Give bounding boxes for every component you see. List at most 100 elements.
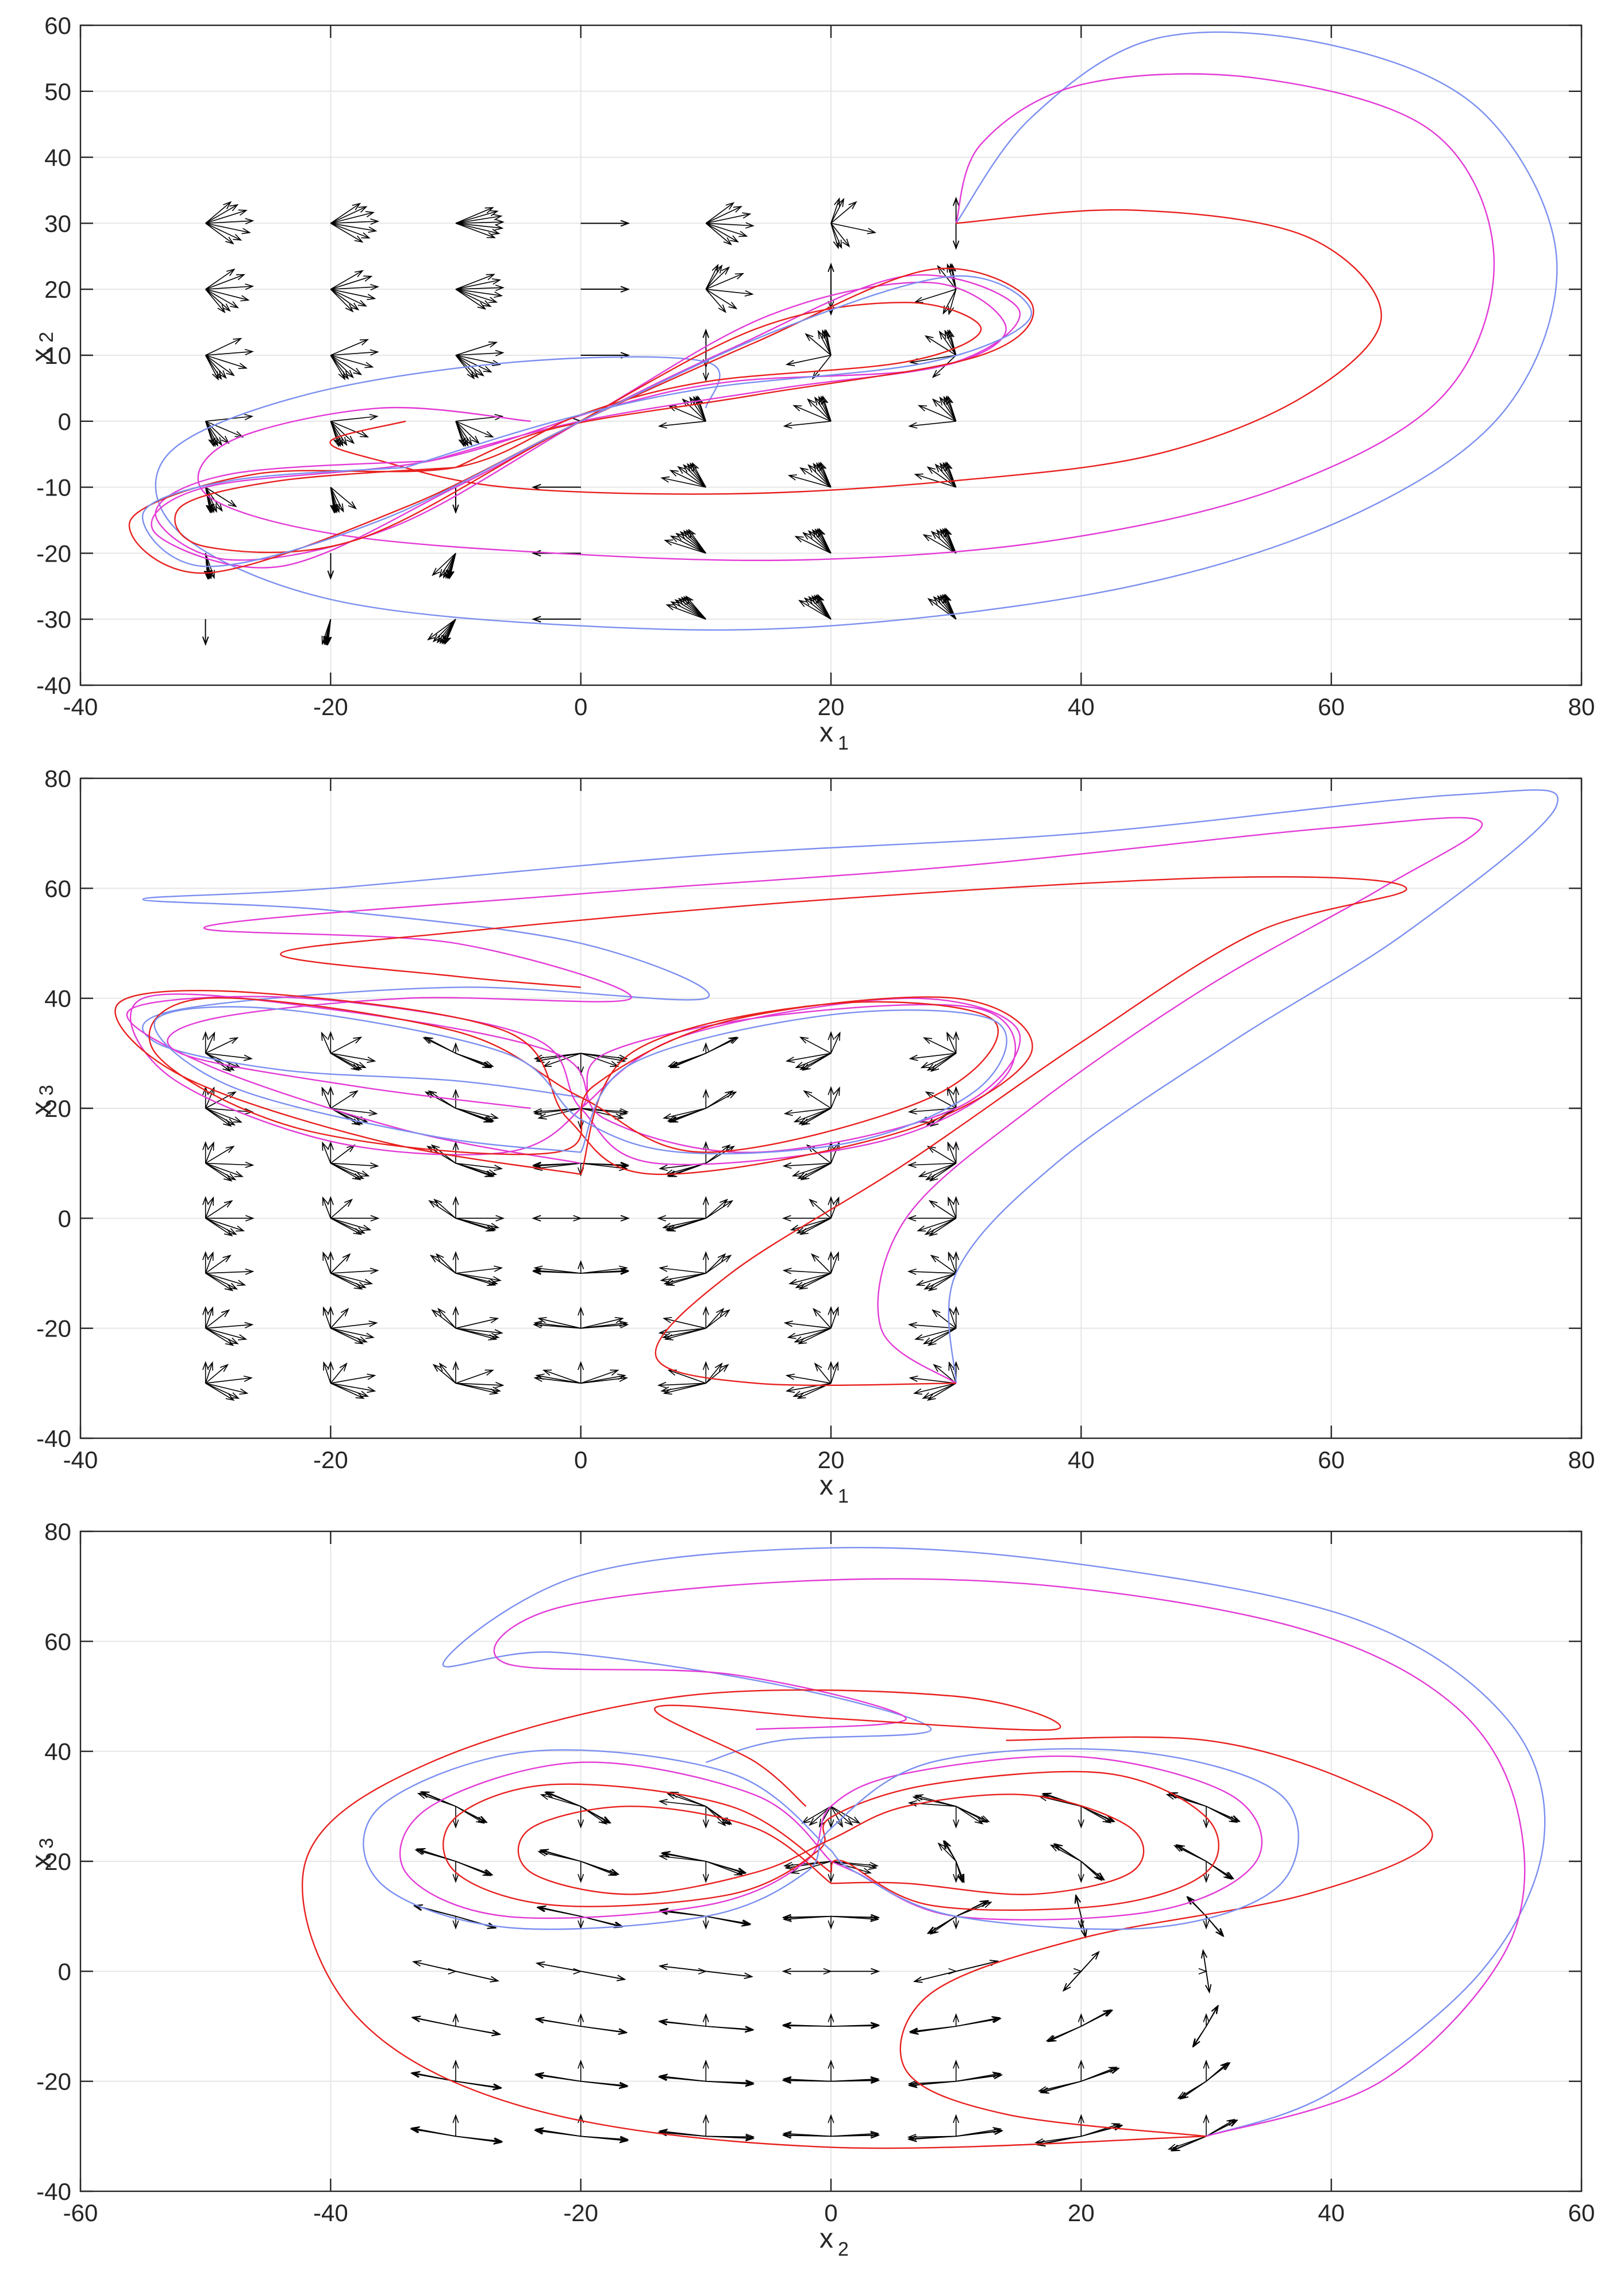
quiver-arrow bbox=[330, 1382, 368, 1397]
quiver-arrow bbox=[330, 1273, 363, 1290]
quiver-arrowhead bbox=[363, 1278, 374, 1285]
quiver-arrowhead bbox=[828, 2013, 834, 2022]
quiver-arrowhead bbox=[492, 1276, 502, 1282]
x-tick-label: 60 bbox=[1318, 1446, 1345, 1473]
quiver-arrowhead bbox=[1205, 1984, 1212, 1994]
quiver-arrow bbox=[205, 1162, 253, 1166]
quiver-arrow bbox=[830, 1806, 853, 1826]
quiver-arrow bbox=[205, 1197, 214, 1219]
quiver-arrow bbox=[663, 1218, 706, 1228]
quiver-arrowhead bbox=[828, 1920, 834, 1930]
quiver-arrowhead bbox=[842, 239, 851, 248]
quiver-arrowhead bbox=[974, 1816, 984, 1825]
quiver-arrow bbox=[330, 351, 378, 356]
quiver-arrow bbox=[330, 355, 353, 378]
quiver-arrowhead bbox=[733, 206, 742, 213]
x-tick-label: 60 bbox=[1318, 693, 1345, 720]
quiver-arrowhead bbox=[484, 207, 494, 214]
quiver-arrow bbox=[943, 397, 957, 422]
quiver-arrowhead bbox=[532, 550, 541, 556]
quiver-cluster bbox=[927, 593, 957, 620]
quiver-cluster bbox=[782, 1968, 880, 1975]
quiver-arrowhead bbox=[1223, 1872, 1233, 1880]
quiver-arrowhead bbox=[837, 198, 845, 208]
quiver-arrowhead bbox=[953, 1251, 960, 1261]
quiver-cluster bbox=[798, 594, 832, 620]
quiver-cluster bbox=[663, 1088, 737, 1123]
quiver-arrow bbox=[330, 289, 367, 307]
quiver-arrowhead bbox=[330, 504, 337, 514]
quiver-arrowhead bbox=[363, 275, 373, 282]
quiver-arrow bbox=[799, 1108, 832, 1124]
quiver-arrow bbox=[668, 1053, 706, 1067]
quiver-arrowhead bbox=[370, 218, 380, 225]
quiver-arrow bbox=[455, 1218, 494, 1231]
quiver-arrow bbox=[330, 206, 367, 224]
quiver-arrowhead bbox=[674, 599, 684, 607]
quiver-arrow bbox=[706, 1861, 746, 1873]
quiver-arrow bbox=[205, 553, 215, 578]
quiver-arrow bbox=[933, 1364, 957, 1384]
quiver-arrowhead bbox=[370, 1215, 380, 1222]
quiver-arrowhead bbox=[534, 2072, 544, 2079]
quiver-arrowhead bbox=[721, 266, 730, 275]
x-tick-label: 80 bbox=[1568, 1446, 1595, 1473]
quiver-arrowhead bbox=[1229, 1816, 1238, 1823]
quiver-arrowhead bbox=[224, 1200, 233, 1208]
quiver-cluster bbox=[657, 2114, 755, 2142]
quiver-arrowhead bbox=[578, 1819, 584, 1829]
quiver-arrow bbox=[205, 1273, 237, 1290]
quiver-arrowhead bbox=[802, 532, 811, 540]
quiver-arrowhead bbox=[218, 370, 227, 379]
quiver-arrow bbox=[432, 552, 456, 576]
quiver-cluster bbox=[202, 1196, 255, 1236]
quiver-arrowhead bbox=[1063, 1983, 1071, 1992]
quiver-arrow bbox=[932, 399, 957, 422]
quiver-arrow bbox=[918, 405, 956, 422]
quiver-arrowhead bbox=[620, 220, 630, 226]
quiver-arrowhead bbox=[618, 2029, 628, 2035]
quiver-arrowhead bbox=[533, 1265, 543, 1272]
quiver-arrowhead bbox=[870, 2076, 880, 2083]
quiver-arrowhead bbox=[932, 370, 941, 378]
quiver-arrowhead bbox=[415, 1848, 425, 1854]
quiver-cluster bbox=[532, 1306, 629, 1329]
y-axis-label: x bbox=[26, 348, 57, 362]
quiver-arrowhead bbox=[683, 529, 692, 539]
quiver-cluster bbox=[455, 274, 505, 310]
quiver-arrowhead bbox=[536, 1961, 545, 1968]
quiver-arrow bbox=[205, 222, 250, 233]
quiver-arrow bbox=[543, 1053, 581, 1067]
quiver-arrow bbox=[330, 1363, 347, 1384]
quiver-arrowhead bbox=[619, 1108, 629, 1115]
quiver-arrow bbox=[536, 2018, 581, 2027]
quiver-arrowhead bbox=[411, 2071, 421, 2077]
quiver-arrow bbox=[330, 1273, 372, 1284]
quiver-arrowhead bbox=[435, 1253, 444, 1262]
quiver-arrowhead bbox=[244, 414, 254, 421]
quiver-arrow bbox=[671, 535, 706, 554]
quiver-arrowhead bbox=[327, 1031, 334, 1040]
quiver-cluster bbox=[1192, 2004, 1219, 2048]
quiver-arrowhead bbox=[619, 2136, 629, 2142]
quiver-arrow bbox=[929, 1273, 957, 1291]
quiver-arrow bbox=[330, 222, 376, 232]
quiver-cluster bbox=[660, 462, 707, 488]
quiver-cluster bbox=[794, 528, 832, 554]
quiver-arrowhead bbox=[907, 2080, 917, 2087]
quiver-arrowhead bbox=[913, 1976, 923, 1983]
quiver-arrow bbox=[205, 1037, 238, 1054]
quiver-arrowhead bbox=[238, 363, 248, 369]
quiver-arrow bbox=[545, 1792, 581, 1807]
quiver-arrowhead bbox=[202, 1196, 209, 1205]
quiver-arrow bbox=[796, 1273, 832, 1288]
quiver-arrowhead bbox=[235, 1225, 245, 1232]
quiver-arrow bbox=[705, 1037, 738, 1054]
quiver-arrow bbox=[1206, 1861, 1232, 1880]
quiver-arrow bbox=[660, 1800, 706, 1807]
quiver-arrow bbox=[1168, 2136, 1207, 2150]
quiver-arrowhead bbox=[620, 1268, 629, 1274]
quiver-arrow bbox=[944, 1841, 957, 1862]
quiver-arrow bbox=[1177, 2080, 1207, 2099]
quiver-arrowhead bbox=[718, 304, 727, 313]
